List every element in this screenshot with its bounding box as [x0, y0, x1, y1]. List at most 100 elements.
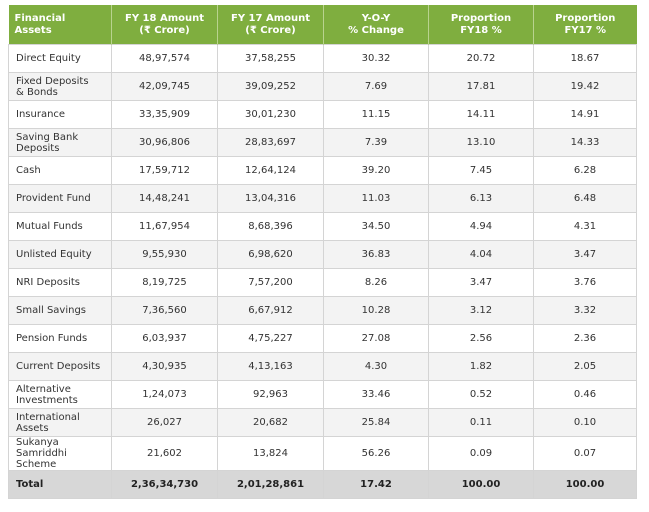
cell-proportion-fy17: 3.32	[533, 296, 637, 325]
cell-proportion-fy17: 0.10	[533, 408, 637, 437]
cell-proportion-fy17: 18.67	[533, 44, 637, 73]
cell-yoy-change: 33.46	[323, 380, 429, 409]
cell-proportion-fy18: 7.45	[428, 156, 534, 185]
cell-proportion-fy17: 3.76	[533, 268, 637, 297]
cell-fy17-amount: 8,68,396	[217, 212, 324, 241]
cell-fy18-amount: 30,96,806	[111, 128, 218, 157]
header-fy18-amount: FY 18 Amount (₹ Crore)	[111, 5, 218, 45]
cell-asset-name: Current Deposits	[8, 352, 112, 381]
cell-proportion-fy18: 2.56	[428, 324, 534, 353]
cell-proportion-fy18: 0.09	[428, 436, 534, 471]
cell-proportion-fy18: 4.04	[428, 240, 534, 269]
cell-proportion-fy17: 14.91	[533, 100, 637, 129]
table-row: Alternative Investments 1,24,073 92,963 33.4…	[8, 380, 637, 409]
header-financial-assets: Financial Assets	[8, 5, 112, 45]
cell-asset-name: NRI Deposits	[8, 268, 112, 297]
cell-asset-name: Direct Equity	[8, 44, 112, 73]
cell-proportion-fy17: 0.46	[533, 380, 637, 409]
cell-yoy-change: 4.30	[323, 352, 429, 381]
total-row: Total 2,36,34,730 2,01,28,861 17.42 100.00 10…	[8, 470, 637, 499]
cell-yoy-change: 34.50	[323, 212, 429, 241]
cell-fy17-amount: 12,64,124	[217, 156, 324, 185]
cell-total-label: Total	[8, 470, 112, 499]
cell-fy18-amount: 21,602	[111, 436, 218, 471]
cell-proportion-fy18: 1.82	[428, 352, 534, 381]
cell-fy18-amount: 8,19,725	[111, 268, 218, 297]
table-body: Direct Equity 48,97,574 37,58,255 30.32 20.7…	[8, 44, 637, 499]
cell-fy17-amount: 4,75,227	[217, 324, 324, 353]
cell-fy18-amount: 11,67,954	[111, 212, 218, 241]
header-yoy-change: Y-O-Y% Change	[323, 5, 429, 45]
cell-fy17-amount: 92,963	[217, 380, 324, 409]
cell-yoy-change: 11.15	[323, 100, 429, 129]
cell-total-proportion-fy17: 100.00	[533, 470, 637, 499]
cell-fy18-amount: 26,027	[111, 408, 218, 437]
cell-yoy-change: 7.69	[323, 72, 429, 101]
table-row: Saving Bank Deposits 30,96,806 28,83,697 7.3…	[8, 128, 637, 157]
cell-fy18-amount: 7,36,560	[111, 296, 218, 325]
cell-yoy-change: 10.28	[323, 296, 429, 325]
cell-yoy-change: 30.32	[323, 44, 429, 73]
cell-yoy-change: 7.39	[323, 128, 429, 157]
cell-proportion-fy18: 0.52	[428, 380, 534, 409]
cell-proportion-fy18: 17.81	[428, 72, 534, 101]
cell-asset-name: Pension Funds	[8, 324, 112, 353]
table-row: Mutual Funds 11,67,954 8,68,396 34.50 4.94 4.…	[8, 212, 637, 241]
cell-fy17-amount: 13,824	[217, 436, 324, 471]
cell-asset-name: Mutual Funds	[8, 212, 112, 241]
cell-total-fy17-amount: 2,01,28,861	[217, 470, 324, 499]
table-row: Provident Fund 14,48,241 13,04,316 11.03 6.1…	[8, 184, 637, 213]
cell-fy18-amount: 14,48,241	[111, 184, 218, 213]
table-row: NRI Deposits 8,19,725 7,57,200 8.26 3.47 3.76	[8, 268, 637, 297]
cell-proportion-fy17: 0.07	[533, 436, 637, 471]
header-proportion-fy17: Proportion FY17 %	[533, 5, 637, 45]
cell-asset-name: Alternative Investments	[8, 380, 112, 409]
cell-proportion-fy17: 19.42	[533, 72, 637, 101]
cell-yoy-change: 25.84	[323, 408, 429, 437]
cell-fy18-amount: 1,24,073	[111, 380, 218, 409]
cell-fy17-amount: 20,682	[217, 408, 324, 437]
table-row: Small Savings 7,36,560 6,67,912 10.28 3.12 3.…	[8, 296, 637, 325]
cell-fy18-amount: 4,30,935	[111, 352, 218, 381]
cell-fy18-amount: 9,55,930	[111, 240, 218, 269]
table-row: Fixed Deposits & Bonds 42,09,745 39,09,252 7…	[8, 72, 637, 101]
cell-asset-name: Saving Bank Deposits	[8, 128, 112, 157]
header-row: Financial Assets FY 18 Amount (₹ Crore) FY…	[8, 5, 637, 45]
table-row: Sukanya Samriddhi Scheme 21,602 13,824 56.26…	[8, 436, 637, 471]
cell-proportion-fy18: 20.72	[428, 44, 534, 73]
cell-fy18-amount: 17,59,712	[111, 156, 218, 185]
cell-asset-name: Fixed Deposits & Bonds	[8, 72, 112, 101]
cell-asset-name: Provident Fund	[8, 184, 112, 213]
cell-fy18-amount: 48,97,574	[111, 44, 218, 73]
cell-fy17-amount: 6,67,912	[217, 296, 324, 325]
cell-asset-name: Small Savings	[8, 296, 112, 325]
table-row: Unlisted Equity 9,55,930 6,98,620 36.83 4.04…	[8, 240, 637, 269]
table-row: Pension Funds 6,03,937 4,75,227 27.08 2.56 2.…	[8, 324, 637, 353]
cell-fy17-amount: 13,04,316	[217, 184, 324, 213]
cell-fy17-amount: 39,09,252	[217, 72, 324, 101]
table-row: Direct Equity 48,97,574 37,58,255 30.32 20.7…	[8, 44, 637, 73]
cell-proportion-fy17: 4.31	[533, 212, 637, 241]
header-fy17-amount: FY 17 Amount (₹ Crore)	[217, 5, 324, 45]
cell-asset-name: Cash	[8, 156, 112, 185]
cell-proportion-fy18: 0.11	[428, 408, 534, 437]
cell-yoy-change: 39.20	[323, 156, 429, 185]
cell-yoy-change: 27.08	[323, 324, 429, 353]
cell-fy17-amount: 28,83,697	[217, 128, 324, 157]
financial-assets-table: Financial Assets FY 18 Amount (₹ Crore) FY…	[8, 5, 637, 499]
cell-yoy-change: 8.26	[323, 268, 429, 297]
cell-proportion-fy17: 6.28	[533, 156, 637, 185]
cell-proportion-fy17: 2.36	[533, 324, 637, 353]
cell-fy17-amount: 37,58,255	[217, 44, 324, 73]
cell-proportion-fy18: 4.94	[428, 212, 534, 241]
cell-proportion-fy18: 3.47	[428, 268, 534, 297]
cell-asset-name: Unlisted Equity	[8, 240, 112, 269]
table-row: Insurance 33,35,909 30,01,230 11.15 14.11 14.…	[8, 100, 637, 129]
financial-assets-table-container: Financial Assets FY 18 Amount (₹ Crore) FY…	[8, 5, 637, 499]
cell-fy17-amount: 30,01,230	[217, 100, 324, 129]
cell-proportion-fy17: 3.47	[533, 240, 637, 269]
cell-fy18-amount: 42,09,745	[111, 72, 218, 101]
cell-asset-name: Sukanya Samriddhi Scheme	[8, 436, 112, 471]
cell-total-yoy-change: 17.42	[323, 470, 429, 499]
cell-proportion-fy18: 6.13	[428, 184, 534, 213]
